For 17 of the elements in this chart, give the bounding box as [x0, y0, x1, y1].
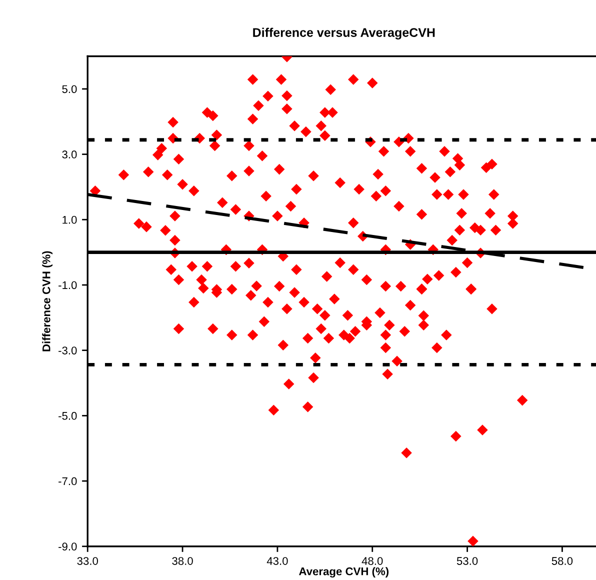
- y-tick-label: 1.0: [62, 216, 77, 224]
- x-tick-label: 48.0: [362, 557, 383, 565]
- y-tick-label: -9.0: [58, 542, 77, 550]
- x-tick-label: 58.0: [552, 557, 573, 565]
- y-tick-label: 3.0: [62, 150, 77, 158]
- y-tick-label: -3.0: [58, 346, 77, 354]
- x-tick-label: 53.0: [456, 557, 478, 565]
- y-tick-label: -5.0: [58, 412, 77, 420]
- y-tick-label: 5.0: [62, 85, 77, 94]
- x-axis-title: Average CVH (%): [298, 567, 389, 578]
- x-tick-label: 38.0: [172, 557, 193, 565]
- x-tick-label: 33.0: [77, 557, 98, 565]
- y-tick-label: -1.0: [58, 281, 77, 290]
- chart-title: Difference versus AverageCVH: [253, 28, 435, 40]
- y-tick-label: -7.0: [58, 477, 77, 486]
- y-axis-title: Difference CVH (%): [42, 251, 52, 352]
- x-tick-label: 43.0: [266, 557, 288, 565]
